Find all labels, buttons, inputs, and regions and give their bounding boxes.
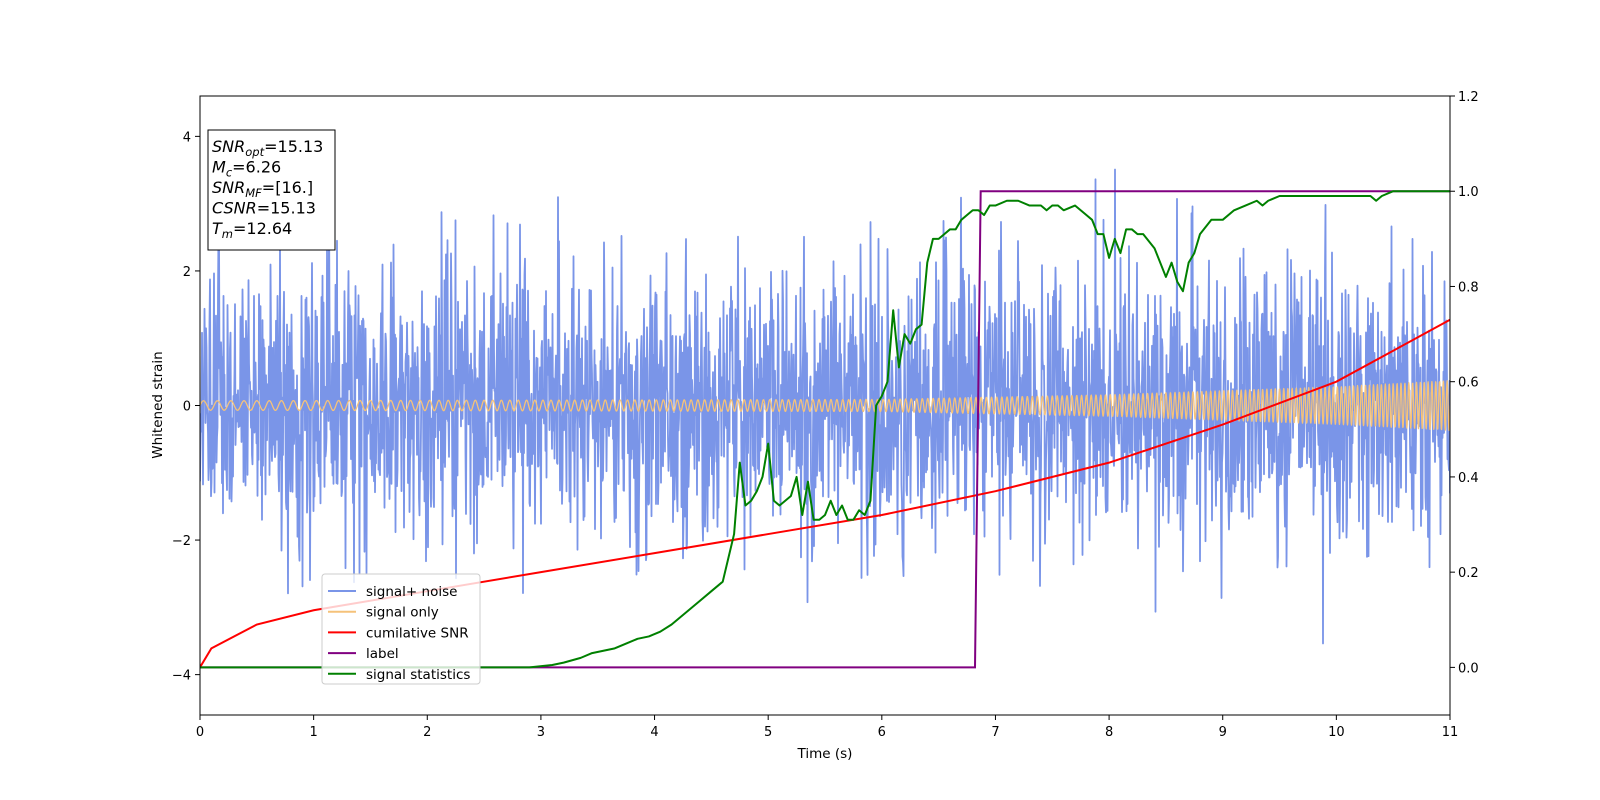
legend: signal+ noise signal only cumilative SNR la… [321,573,481,685]
x-tick-label: 7 [991,725,999,740]
series-signal-only-line [200,380,1450,431]
y2-tick-label: 0.8 [1458,280,1479,295]
annotation-subscript: opt [245,145,264,159]
y-axis-left: −4 −2 0 2 4 [172,130,200,684]
y2-tick-label: 0.6 [1458,376,1479,391]
y-tick-label: −2 [172,534,191,549]
legend-label: signal statistics [366,667,470,683]
x-tick-label: 5 [764,725,772,740]
annotation-symbol: SNR [212,178,245,197]
annotation-value: =6.26 [232,158,281,177]
x-tick-label: 1 [309,725,317,740]
annotation-subscript: c [226,166,233,180]
series-signal-noise-line [200,168,1450,645]
annotation-line: Mc=6.26 [212,158,281,180]
annotation-line: Tm=12.64 [212,219,292,241]
annotation-symbol: CSNR [212,199,257,218]
annotation-subscript: m [222,227,233,241]
annotation-value: =[16.] [262,178,313,197]
x-tick-label: 9 [1219,725,1227,740]
x-axis-label: Time (s) [797,746,853,762]
annotation-line: SNRMF=[16.] [212,178,313,200]
annotation-box: SNRopt=15.13Mc=6.26SNRMF=[16.]CSNR=15.13… [207,129,336,251]
x-tick-label: 4 [650,725,658,740]
x-tick-label: 8 [1105,725,1113,740]
annotation-symbol: M [212,158,226,177]
x-tick-label: 6 [878,725,886,740]
series-cumulative-snr-line [200,318,1450,668]
series-layer [200,168,1450,669]
y-axis-label: Whitened strain [150,351,166,458]
y2-tick-label: 0.4 [1458,471,1479,486]
x-axis: 0 1 2 3 4 5 6 7 8 9 10 11 [196,715,1458,740]
annotation-line: CSNR=15.13 [212,199,316,218]
x-tick-label: 3 [537,725,545,740]
y-tick-label: 0 [183,400,191,415]
y-tick-label: 2 [183,265,191,280]
annotation-box-frame [207,129,336,251]
annotation-value: =15.13 [257,199,316,218]
y-tick-label: 4 [183,130,191,145]
x-tick-label: 0 [196,725,204,740]
annotation-value: =12.64 [233,219,292,238]
y2-tick-label: 0.2 [1458,566,1479,581]
annotation-subscript: MF [245,186,262,200]
y2-tick-label: 1.0 [1458,185,1479,200]
plot-area [199,95,1451,716]
legend-label: cumilative SNR [366,625,469,641]
annotation-symbol: T [212,219,223,238]
y2-tick-label: 1.2 [1458,90,1479,105]
legend-label: signal only [366,605,439,621]
legend-label: label [366,646,399,662]
series-signal-statistics-line [200,190,1450,669]
x-tick-label: 11 [1442,725,1459,740]
series-label-line [200,190,1450,669]
x-tick-label: 10 [1328,725,1345,740]
y2-tick-label: 0.0 [1458,661,1479,676]
annotation-value: =15.13 [264,137,323,156]
annotation-symbol: SNR [212,137,245,156]
y-axis-right: 0.0 0.2 0.4 0.6 0.8 1.0 1.2 [1450,90,1479,676]
y-tick-label: −4 [172,669,191,684]
x-tick-label: 2 [423,725,431,740]
legend-frame [321,573,481,685]
annotation-line: SNRopt=15.13 [212,137,323,159]
legend-label: signal+ noise [366,584,457,600]
